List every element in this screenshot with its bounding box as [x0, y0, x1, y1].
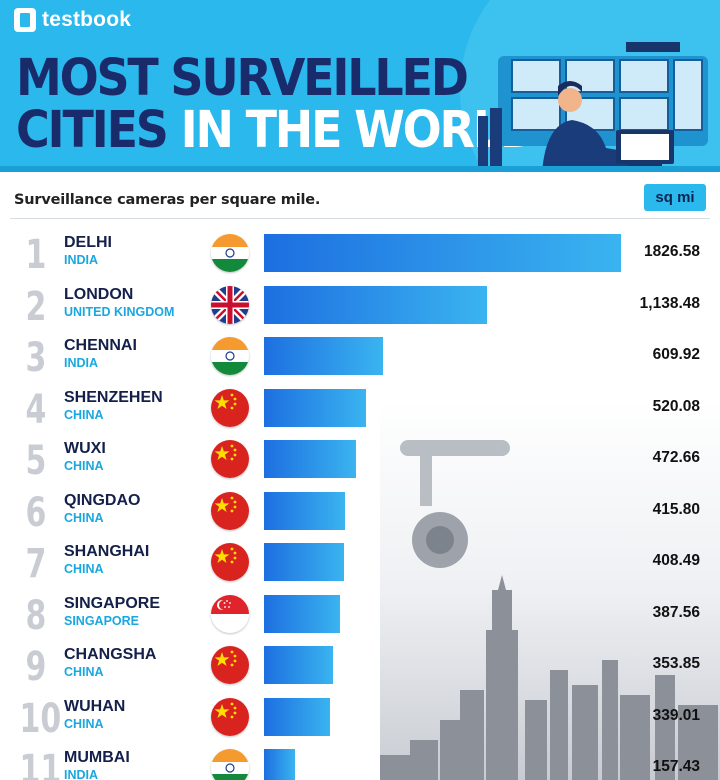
value-label: 472.66 [652, 449, 700, 466]
rank-number: 9 [25, 644, 47, 690]
bar [264, 749, 295, 780]
china-flag-icon [211, 491, 249, 530]
brand-logo[interactable]: testbook [14, 8, 131, 32]
bar [264, 491, 346, 530]
chart-row: 3 CHENNAI INDIA 609.92 [0, 336, 720, 388]
india-flag-icon [211, 749, 249, 780]
value-label: 408.49 [652, 552, 700, 569]
country-name: UNITED KINGDOM [64, 304, 175, 319]
chart-row: 5 WUXI CHINA 472.66 [0, 439, 720, 491]
chart-row: 1 DELHI INDIA 1826.58 [0, 233, 720, 285]
china-flag-icon [211, 646, 249, 684]
china-flag-icon [211, 388, 249, 427]
rank-number: 3 [25, 335, 47, 381]
country-name: CHINA [64, 562, 104, 576]
rank-number: 6 [25, 489, 47, 536]
city-name: SHENZEHEN [64, 388, 163, 406]
chart-row: 9 CHANGSHA CHINA 353.85 [0, 645, 720, 697]
city-name: DELHI [64, 234, 112, 251]
value-label: 609.92 [652, 346, 700, 363]
chart-row: 2 LONDON UNITED KINGDOM 1,138.48 [0, 285, 720, 337]
rank-number: 2 [25, 283, 47, 330]
unit-badge: sq mi [644, 184, 706, 211]
bar [264, 646, 334, 684]
bar [264, 697, 331, 736]
chart-subtitle: Surveillance cameras per square mile. [14, 192, 321, 208]
city-name: SINGAPORE [64, 594, 161, 612]
page-title-line-1: MOST SURVEILLED [16, 47, 469, 107]
brand-name: testbook [42, 8, 132, 31]
country-name: CHINA [64, 510, 104, 525]
title-cities: CITIES [16, 99, 169, 159]
value-label: 520.08 [652, 397, 700, 415]
value-label: 1826.58 [643, 243, 700, 260]
rank-number: 11 [19, 747, 62, 780]
city-name: CHENNAI [64, 337, 137, 354]
city-name: WUXI [64, 440, 106, 457]
country-name: INDIA [64, 356, 99, 370]
country-name: CHINA [64, 459, 104, 473]
uk-flag-icon [211, 285, 249, 324]
rank-number: 5 [25, 438, 47, 484]
city-name: MUMBAI [64, 749, 130, 766]
china-flag-icon [211, 440, 249, 478]
rank-number: 7 [25, 541, 47, 587]
bar [264, 388, 366, 427]
bar [264, 234, 621, 272]
china-flag-icon [211, 697, 249, 736]
city-name: LONDON [64, 285, 134, 303]
bar [264, 337, 384, 375]
value-label: 1,138.48 [639, 294, 700, 312]
value-label: 339.01 [652, 706, 700, 724]
value-label: 157.43 [652, 758, 700, 775]
india-flag-icon [211, 337, 249, 375]
header-bottom-strip [0, 166, 720, 172]
city-name: WUHAN [64, 697, 126, 715]
country-name: SINGAPORE [64, 613, 140, 628]
divider [10, 218, 710, 219]
china-flag-icon [211, 543, 249, 581]
value-label: 387.56 [652, 603, 700, 621]
header-banner: testbook MOST SURVEILLED CITIES IN THE W… [0, 0, 720, 172]
value-label: 415.80 [652, 500, 700, 518]
cityscape-background [380, 400, 720, 780]
page-title-line-2: CITIES IN THE WORLD [16, 104, 538, 155]
bar [264, 594, 340, 633]
city-name: CHANGSHA [64, 646, 157, 663]
value-label: 353.85 [652, 655, 700, 672]
india-flag-icon [211, 234, 249, 272]
country-name: INDIA [64, 768, 99, 780]
country-name: CHINA [64, 407, 104, 422]
rank-number: 1 [25, 232, 47, 278]
country-name: CHINA [64, 716, 104, 731]
bar [264, 285, 487, 324]
chart-row: 11 MUMBAI INDIA 157.43 [0, 748, 720, 780]
rank-number: 4 [25, 386, 47, 433]
city-name: QINGDAO [64, 491, 141, 509]
chart-row: 6 QINGDAO CHINA 415.80 [0, 491, 720, 543]
rank-number: 8 [25, 592, 47, 639]
testbook-logo-icon [14, 8, 36, 32]
bar [264, 440, 357, 478]
city-name: SHANGHAI [64, 543, 150, 560]
singapore-flag-icon [211, 594, 249, 633]
chart-row: 8 SINGAPORE SINGAPORE 387.56 [0, 594, 720, 646]
country-name: INDIA [64, 253, 99, 267]
chart-row: 10 WUHAN CHINA 339.01 [0, 697, 720, 749]
chart-row: 7 SHANGHAI CHINA 408.49 [0, 542, 720, 594]
surveillance-operator-illustration [478, 42, 718, 172]
bar [264, 543, 344, 581]
rank-number: 10 [19, 695, 62, 742]
chart-row: 4 SHENZEHEN CHINA 520.08 [0, 388, 720, 440]
country-name: CHINA [64, 665, 104, 679]
